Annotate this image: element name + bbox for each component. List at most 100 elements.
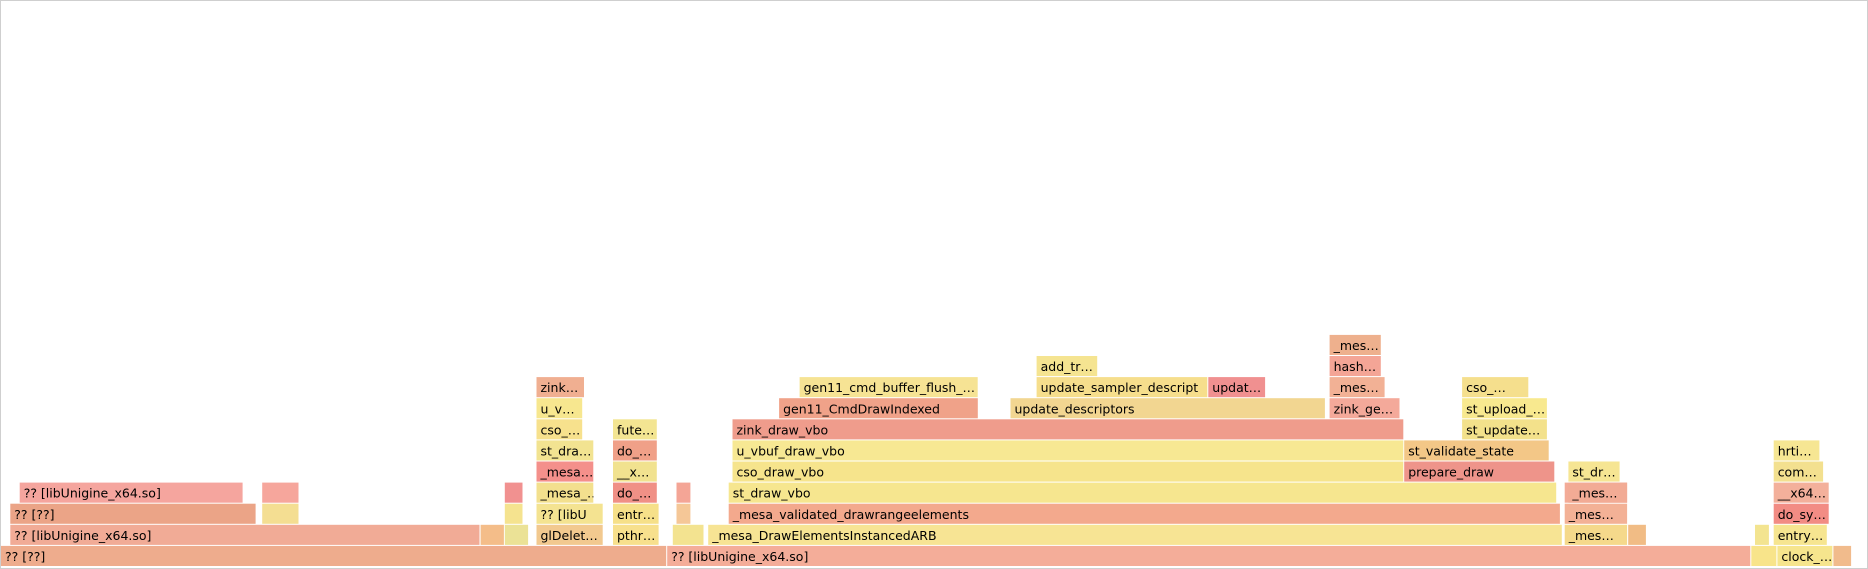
flame-frame-rect[interactable] — [728, 482, 1557, 503]
flame-frame[interactable]: st_dra… — [536, 440, 594, 461]
flame-frame[interactable]: zink_ge… — [1329, 398, 1400, 419]
flame-frame-rect[interactable] — [1773, 503, 1829, 524]
flame-frame-rect[interactable] — [613, 482, 657, 503]
flame-frame[interactable] — [1751, 545, 1777, 566]
flame-frame-rect[interactable] — [732, 440, 1404, 461]
flame-frame[interactable]: st_upload_… — [1462, 398, 1547, 419]
flame-frame[interactable]: _mes… — [1329, 377, 1385, 398]
flame-frame[interactable]: _mes… — [1568, 482, 1628, 503]
flame-frame-rect[interactable] — [1628, 524, 1646, 545]
flame-frame[interactable] — [1833, 545, 1852, 566]
flame-frame[interactable]: _mes… — [1564, 524, 1628, 545]
flame-frame-rect[interactable] — [613, 503, 659, 524]
flame-frame-rect[interactable] — [536, 377, 585, 398]
flame-frame[interactable]: _mesa_… — [536, 482, 600, 503]
flame-frame-rect[interactable] — [732, 461, 1404, 482]
flame-frame-rect[interactable] — [1462, 398, 1547, 419]
flame-frame[interactable]: hrti… — [1773, 440, 1820, 461]
flame-frame-rect[interactable] — [1329, 356, 1381, 377]
flame-frame-rect[interactable] — [536, 482, 594, 503]
flame-frame[interactable]: st_dr… — [1568, 461, 1620, 482]
flame-frame-rect[interactable] — [1329, 377, 1385, 398]
flame-frame[interactable]: do_… — [613, 440, 657, 461]
flame-frame-rect[interactable] — [10, 524, 480, 545]
flame-frame[interactable]: ?? [libUnigine_x64.so] — [667, 545, 1751, 566]
flame-frame[interactable]: __x64… — [1773, 482, 1829, 503]
flame-frame-rect[interactable] — [1755, 524, 1769, 545]
flame-frame[interactable]: update_descriptors — [1010, 398, 1325, 419]
flame-frame-rect[interactable] — [1568, 461, 1620, 482]
flame-frame[interactable]: ?? [libUnigine_x64.so] — [19, 482, 243, 503]
flame-frame[interactable]: gen11_cmd_buffer_flush_… — [799, 377, 978, 398]
flame-frame[interactable] — [676, 482, 691, 503]
flame-frame-rect[interactable] — [504, 482, 523, 503]
flame-frame-rect[interactable] — [262, 482, 299, 503]
flame-frame[interactable]: st_draw_vbo — [728, 482, 1557, 503]
flame-frame[interactable]: hash… — [1329, 356, 1381, 377]
flame-frame[interactable]: pthr… — [613, 524, 659, 545]
flame-frame[interactable]: zink… — [536, 377, 585, 398]
flame-frame-rect[interactable] — [1773, 482, 1829, 503]
flame-frame[interactable]: com… — [1773, 461, 1824, 482]
flame-frame-rect[interactable] — [1329, 334, 1381, 355]
flame-frame[interactable]: ?? [??] — [10, 503, 256, 524]
flame-frame[interactable]: u_v… — [536, 398, 583, 419]
flame-frame-rect[interactable] — [19, 482, 243, 503]
flame-frame-rect[interactable] — [1010, 398, 1325, 419]
flame-frame-rect[interactable] — [1568, 482, 1628, 503]
flame-frame-rect[interactable] — [613, 440, 657, 461]
flame-frame[interactable]: entr… — [613, 503, 659, 524]
flame-frame[interactable] — [676, 503, 691, 524]
flame-frame-rect[interactable] — [480, 524, 504, 545]
flame-frame[interactable] — [504, 482, 523, 503]
flame-frame-rect[interactable] — [1564, 503, 1628, 524]
flame-frame[interactable]: st_validate_state — [1404, 440, 1549, 461]
flame-frame[interactable]: _mesa_DrawElementsInstancedARB — [708, 524, 1562, 545]
flame-frame-rect[interactable] — [1564, 524, 1628, 545]
flame-frame[interactable]: cso_draw_vbo — [732, 461, 1404, 482]
flame-frame-rect[interactable] — [536, 461, 594, 482]
flame-frame-rect[interactable] — [536, 524, 603, 545]
flame-frame[interactable]: zink_draw_vbo — [732, 419, 1404, 440]
flame-frame[interactable]: gen11_CmdDrawIndexed — [779, 398, 978, 419]
flame-frame-rect[interactable] — [1833, 545, 1852, 566]
flame-frame[interactable]: cso_… — [1462, 377, 1529, 398]
flame-frame[interactable]: _mes… — [1329, 334, 1381, 355]
flame-frame[interactable]: prepare_draw — [1404, 461, 1555, 482]
flame-frame[interactable]: ?? [??] — [1, 545, 667, 566]
flame-frame-rect[interactable] — [613, 524, 659, 545]
flame-frame[interactable] — [262, 503, 299, 524]
flame-frame[interactable] — [480, 524, 504, 545]
flame-frame-rect[interactable] — [504, 503, 523, 524]
flame-frame-rect[interactable] — [1, 545, 667, 566]
flame-frame-rect[interactable] — [536, 440, 594, 461]
flame-frame-rect[interactable] — [1462, 419, 1547, 440]
flame-frame[interactable]: update_sampler_descript — [1036, 377, 1208, 398]
flame-frame[interactable]: do_sy… — [1773, 503, 1829, 524]
flame-frame-rect[interactable] — [1404, 440, 1549, 461]
flame-frame-rect[interactable] — [1404, 461, 1555, 482]
flame-frame-rect[interactable] — [536, 398, 583, 419]
flame-frame-rect[interactable] — [262, 503, 299, 524]
flame-frame-rect[interactable] — [504, 524, 529, 545]
flame-frame[interactable] — [262, 482, 299, 503]
flame-frame[interactable] — [1628, 524, 1646, 545]
flame-frame[interactable]: u_vbuf_draw_vbo — [732, 440, 1404, 461]
flame-frame-rect[interactable] — [1329, 398, 1400, 419]
flame-frame[interactable]: ?? [libUnigine_x64.so] — [10, 524, 480, 545]
flame-frame-rect[interactable] — [1036, 377, 1208, 398]
flame-frame-rect[interactable] — [1773, 461, 1824, 482]
flame-frame[interactable]: __x… — [613, 461, 657, 482]
flame-frame[interactable]: add_tr… — [1036, 356, 1098, 377]
flame-frame-rect[interactable] — [1751, 545, 1777, 566]
flame-frame-rect[interactable] — [1773, 524, 1827, 545]
flame-frame[interactable] — [504, 524, 529, 545]
flame-frame[interactable] — [672, 524, 704, 545]
flame-frame-rect[interactable] — [1208, 377, 1266, 398]
flame-frame-rect[interactable] — [728, 503, 1560, 524]
flame-frame-rect[interactable] — [613, 419, 657, 440]
flame-frame-rect[interactable] — [708, 524, 1562, 545]
flame-frame-rect[interactable] — [676, 482, 691, 503]
flame-frame-rect[interactable] — [1036, 356, 1098, 377]
flame-frame-rect[interactable] — [779, 398, 978, 419]
